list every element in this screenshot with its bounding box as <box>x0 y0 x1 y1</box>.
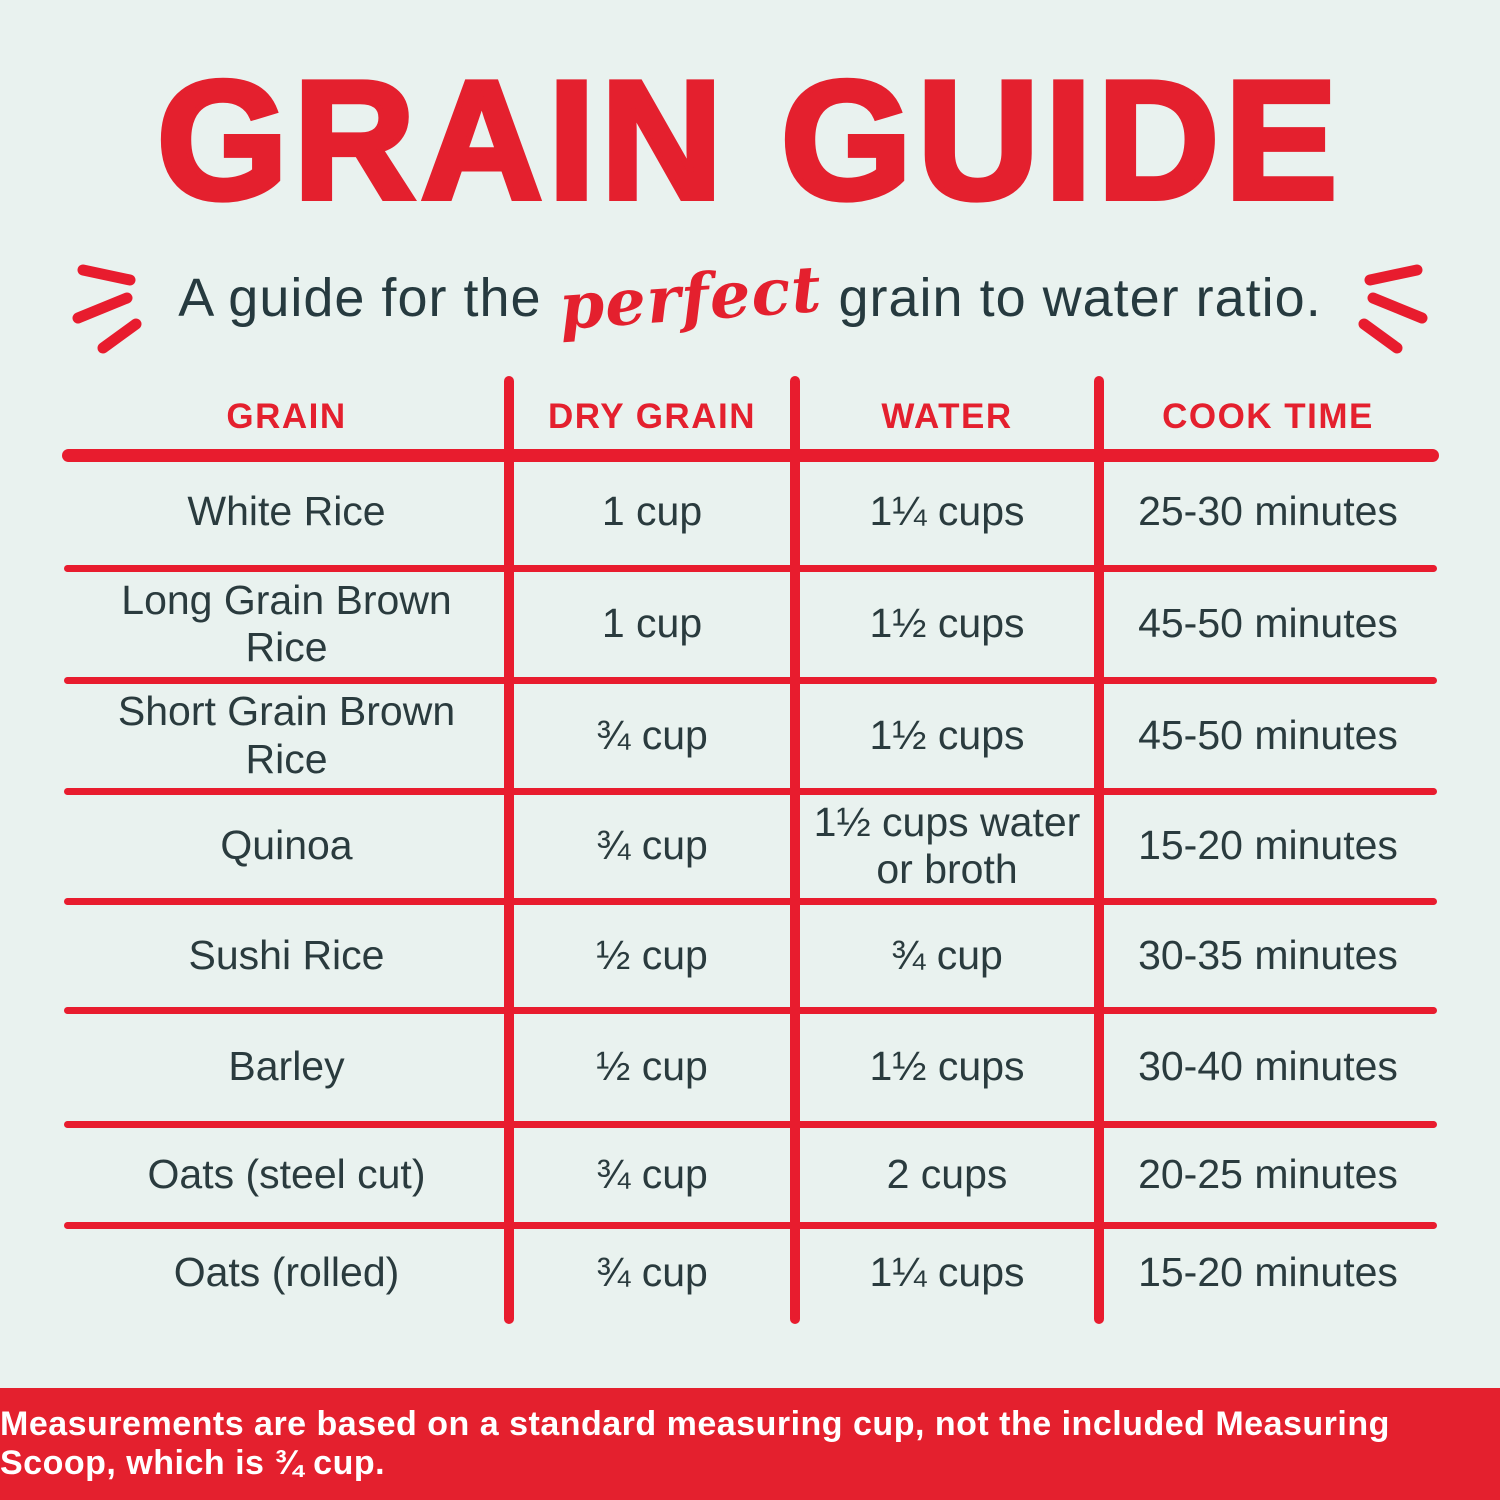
cell-water: 1½ cups <box>869 711 1025 758</box>
cell-grain: Oats (steel cut) <box>147 1150 426 1197</box>
cell-cook-time: 30-35 minutes <box>1138 931 1398 978</box>
column-divider-line <box>1094 376 1104 1324</box>
cell-water: ¾ cup <box>891 931 1003 978</box>
column-divider-line <box>790 376 800 1324</box>
row-divider-line <box>64 677 1437 684</box>
row-divider-line <box>64 1007 1437 1014</box>
cell-water: 1¼ cups <box>869 1249 1025 1296</box>
header-divider-line <box>62 449 1439 462</box>
table-row: Oats (rolled) ¾ cup 1¼ cups 15-20 minute… <box>64 1225 1437 1321</box>
cell-grain: Short Grain Brown Rice <box>117 688 456 782</box>
cell-dry-grain: ¾ cup <box>596 1150 708 1197</box>
cell-cook-time: 45-50 minutes <box>1138 600 1398 647</box>
row-divider-line <box>64 898 1437 905</box>
cell-water: 2 cups <box>886 1150 1008 1197</box>
column-header-dry-grain: DRY GRAIN <box>548 396 756 436</box>
cell-water: 1½ cups <box>869 600 1025 647</box>
row-divider-line <box>64 565 1437 572</box>
column-header-cook-time: COOK TIME <box>1162 396 1374 436</box>
cell-dry-grain: ½ cup <box>596 1043 708 1090</box>
cell-cook-time: 20-25 minutes <box>1138 1150 1398 1197</box>
cell-grain: Long Grain Brown Rice <box>121 576 452 670</box>
table-row: White Rice 1 cup 1¼ cups 25-30 minutes <box>64 455 1437 568</box>
cell-dry-grain: ¾ cup <box>596 822 708 869</box>
cell-grain: White Rice <box>187 487 386 534</box>
table-row: Barley ½ cup 1½ cups 30-40 minutes <box>64 1010 1437 1124</box>
page-title: GRAIN GUIDE <box>154 45 1344 236</box>
cell-cook-time: 30-40 minutes <box>1138 1043 1398 1090</box>
cell-dry-grain: 1 cup <box>601 487 703 534</box>
table-body: White Rice 1 cup 1¼ cups 25-30 minutes L… <box>64 455 1437 1321</box>
cell-grain: Sushi Rice <box>188 931 385 978</box>
subtitle-row: A guide for the perfect grain to water r… <box>0 234 1500 354</box>
subtitle-highlight: perfect <box>556 251 824 345</box>
table-row: Oats (steel cut) ¾ cup 2 cups 20-25 minu… <box>64 1124 1437 1225</box>
cell-dry-grain: ½ cup <box>596 931 708 978</box>
table-row: Quinoa ¾ cup 1½ cups water or broth 15-2… <box>64 791 1437 901</box>
cell-cook-time: 15-20 minutes <box>1138 822 1398 869</box>
cell-cook-time: 45-50 minutes <box>1138 711 1398 758</box>
subtitle-prefix: A guide for the <box>178 267 542 328</box>
row-divider-line <box>64 788 1437 795</box>
cell-dry-grain: ¾ cup <box>596 1249 708 1296</box>
row-divider-line <box>64 1222 1437 1229</box>
table-header-row: GRAIN DRY GRAIN WATER COOK TIME <box>64 378 1437 455</box>
subtitle-suffix: grain to water ratio. <box>838 267 1322 328</box>
table-row: Short Grain Brown Rice ¾ cup 1½ cups 45-… <box>64 680 1437 791</box>
cell-water: 1½ cups <box>869 1043 1025 1090</box>
column-header-water: WATER <box>881 396 1013 436</box>
column-divider-line <box>504 376 514 1324</box>
burst-lines-left-icon <box>72 264 142 354</box>
footer-note: Measurements are based on a standard mea… <box>0 1405 1390 1482</box>
table-row: Sushi Rice ½ cup ¾ cup 30-35 minutes <box>64 901 1437 1010</box>
cell-water: 1½ cups water or broth <box>813 798 1081 892</box>
cell-grain: Barley <box>228 1043 345 1090</box>
cell-cook-time: 15-20 minutes <box>1138 1249 1398 1296</box>
subtitle: A guide for the perfect grain to water r… <box>178 251 1322 344</box>
row-divider-line <box>64 1121 1437 1128</box>
footer-bar: Measurements are based on a standard mea… <box>0 1388 1500 1500</box>
cell-cook-time: 25-30 minutes <box>1138 487 1398 534</box>
cell-grain: Quinoa <box>220 822 353 869</box>
column-header-grain: GRAIN <box>226 396 347 436</box>
grain-table: GRAIN DRY GRAIN WATER COOK TIME White Ri… <box>62 376 1439 1324</box>
burst-lines-right-icon <box>1358 264 1428 354</box>
cell-dry-grain: 1 cup <box>601 600 703 647</box>
cell-grain: Oats (rolled) <box>173 1249 400 1296</box>
cell-water: 1¼ cups <box>869 487 1025 534</box>
table-row: Long Grain Brown Rice 1 cup 1½ cups 45-5… <box>64 568 1437 680</box>
cell-dry-grain: ¾ cup <box>596 711 708 758</box>
